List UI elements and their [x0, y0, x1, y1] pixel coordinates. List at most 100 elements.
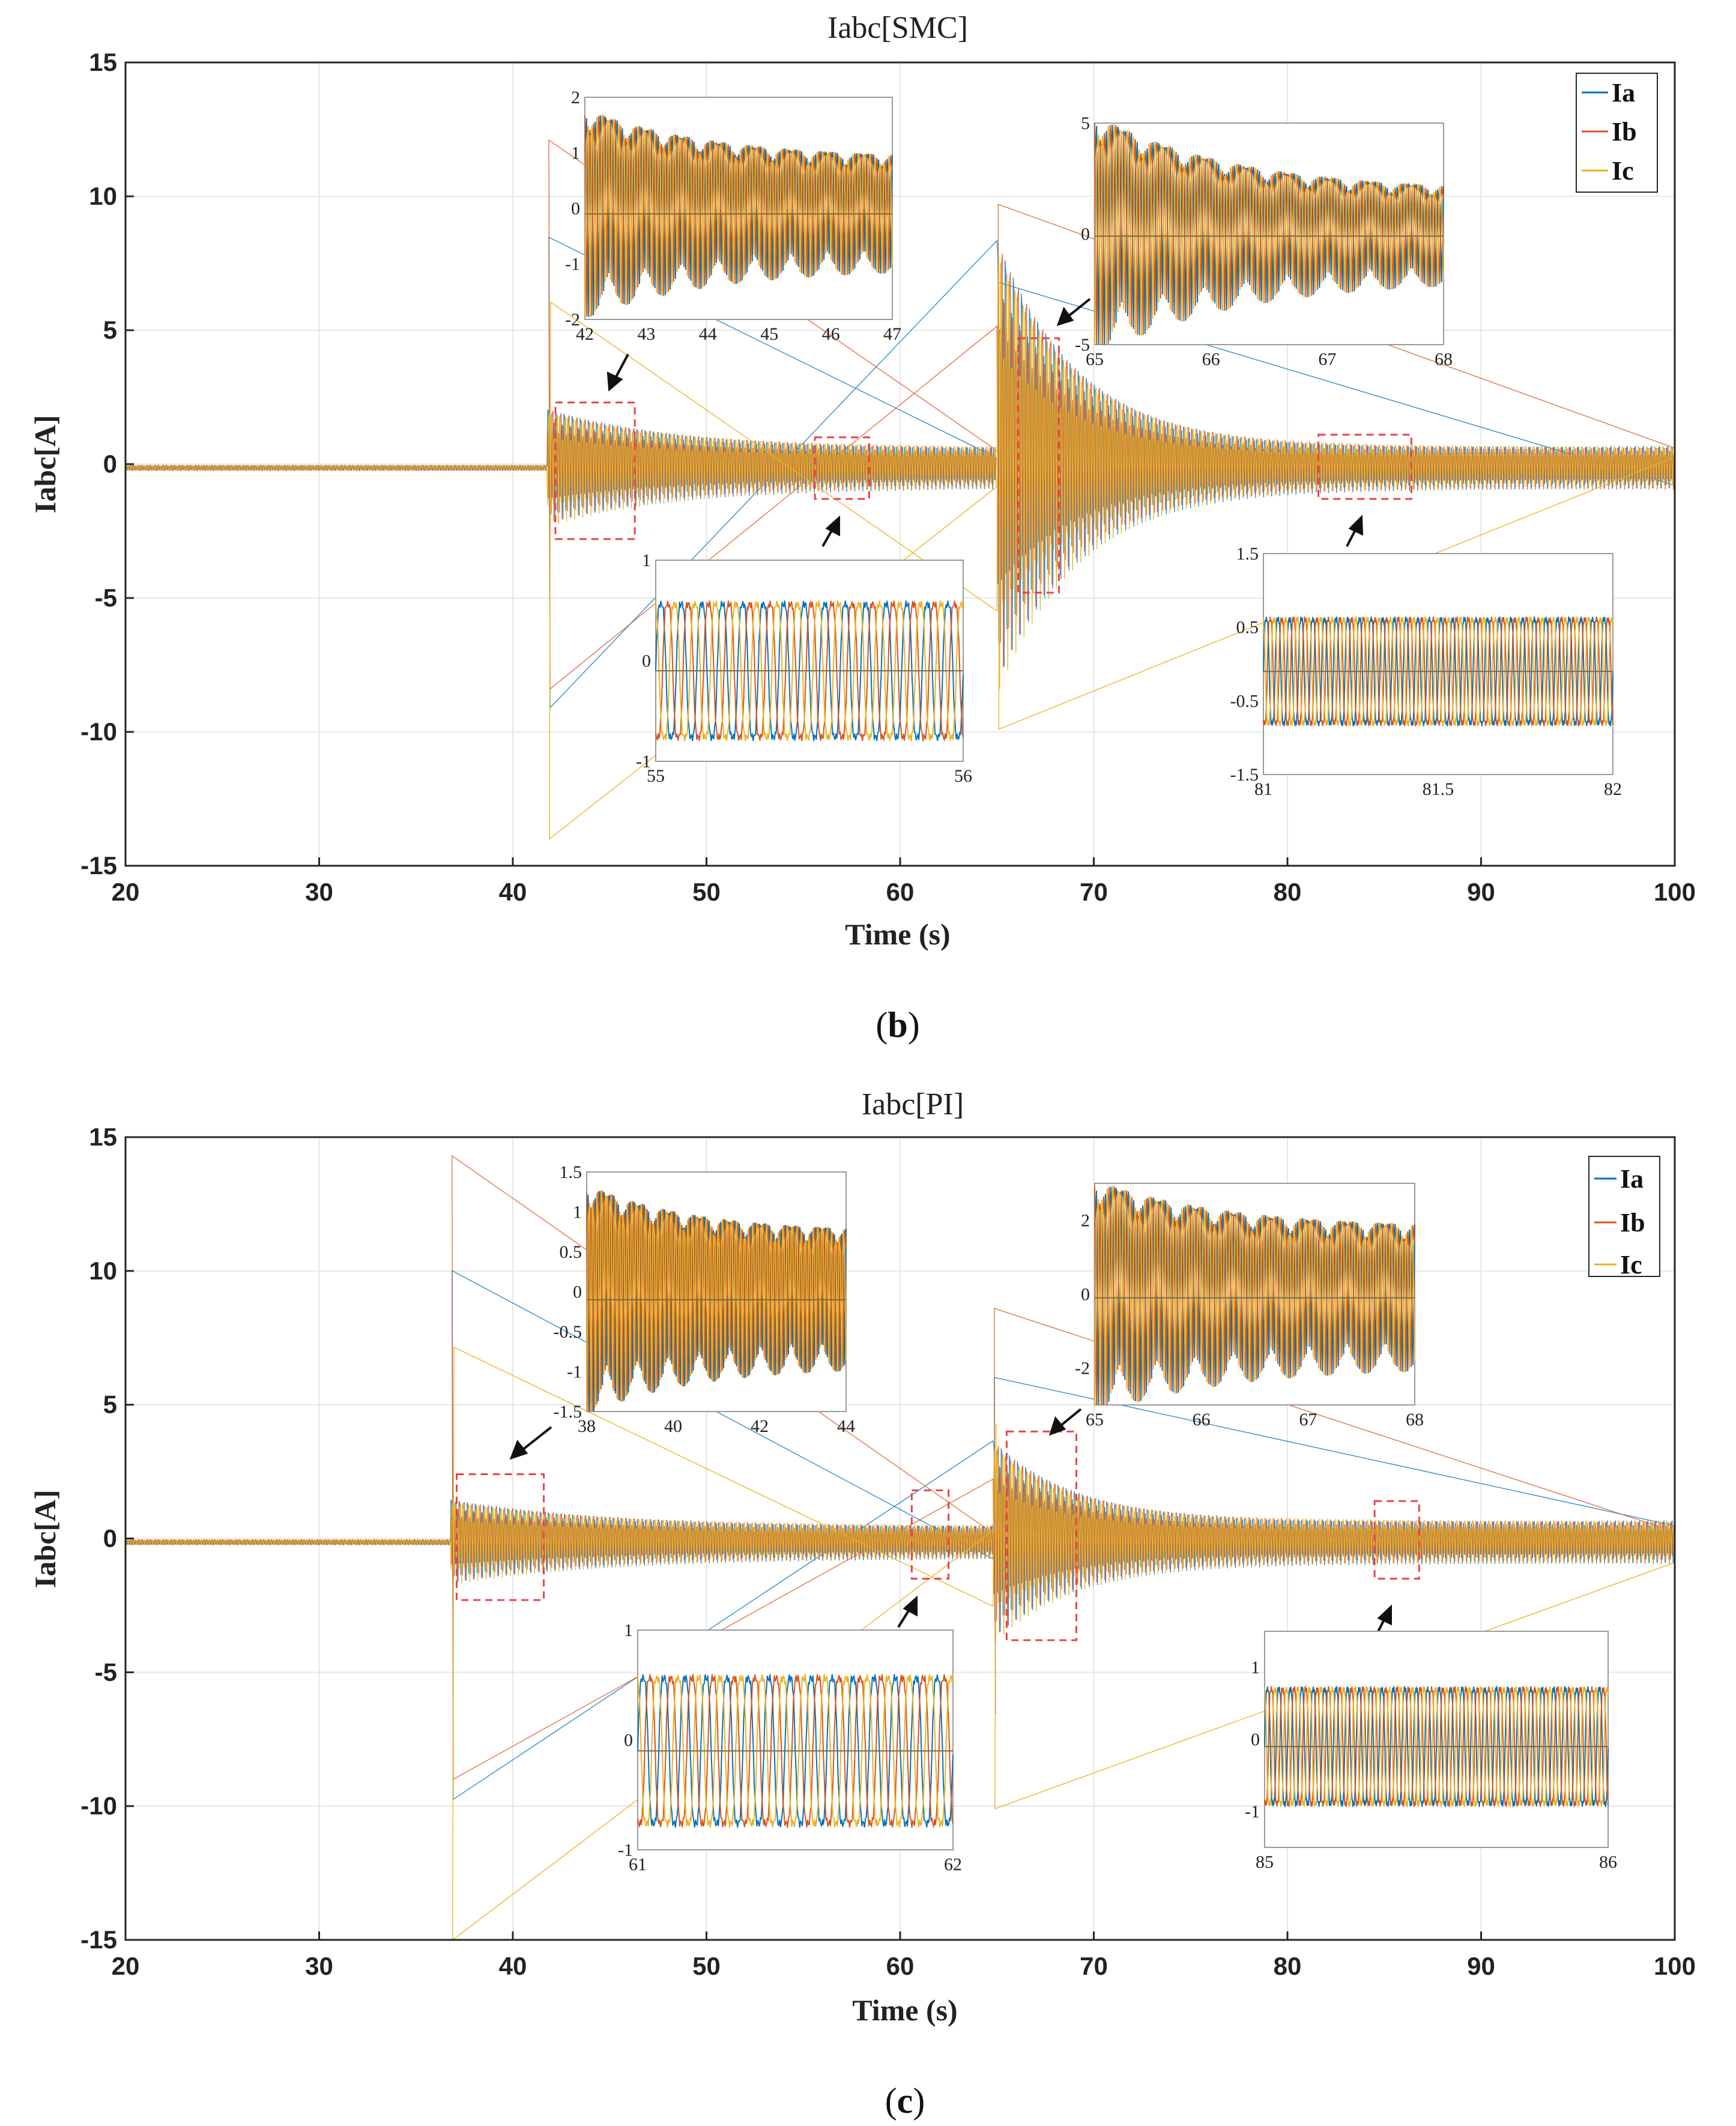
arrowhead	[825, 515, 840, 537]
x-tick-label: 40	[499, 878, 527, 906]
x-tick-label: 30	[305, 878, 333, 906]
legend-label-ic: Ic	[1612, 156, 1634, 186]
inset-y-tick: 1	[1251, 1658, 1260, 1678]
inset-x-tick: 81.5	[1423, 779, 1454, 799]
caption-letter: c	[897, 2081, 913, 2121]
inset-waveforms	[584, 115, 893, 318]
inset-x-tick: 61	[629, 1855, 647, 1874]
inset-series-ic	[1094, 1186, 1415, 1406]
inset-y-tick: 1	[642, 551, 651, 570]
legend-box	[1588, 1156, 1660, 1277]
inset-y-tick: -1	[565, 255, 580, 274]
inset-x-tick: 38	[578, 1416, 596, 1436]
inset-x-tick: 45	[760, 324, 778, 344]
inset-y-tick: -2	[565, 310, 580, 330]
inset-y-tick: -0.5	[1230, 691, 1259, 711]
arrowhead	[903, 1595, 918, 1617]
inset-zoom-85-86: 85 86 1 0 -1	[1245, 1631, 1617, 1872]
inset-x-tick: 68	[1406, 1410, 1424, 1430]
inset-x-tick: 44	[699, 324, 717, 344]
zoom-box	[1373, 1500, 1420, 1580]
inset-y-tick: 0	[573, 1282, 582, 1302]
x-tick-label: 30	[305, 1952, 333, 1980]
inset-y-tick: 1.5	[1236, 544, 1259, 564]
arrow	[1065, 298, 1091, 319]
inset-series-ic	[1264, 1686, 1609, 1808]
inset-y-tick: 2	[1081, 1211, 1090, 1231]
panel-c: Iabc[PI] 20 30 40 50 60 70 80 90 100 15 …	[28, 1087, 1696, 2121]
inset-y-tick: 1	[571, 143, 580, 163]
inset-y-tick: 1	[624, 1620, 633, 1640]
inset-series-ib	[1094, 1186, 1415, 1406]
zoom-box	[1005, 1430, 1077, 1641]
inset-x-tick: 82	[1604, 779, 1622, 799]
caption-open: (	[885, 2081, 897, 2121]
inset-zoom-42-47: 42 43 44 45 46 47 2 1 0 -1 -2	[565, 88, 901, 344]
inset-x-tick: 46	[822, 324, 840, 344]
inset-x-tick: 65	[1086, 1410, 1104, 1430]
inset-y-tick: 0	[571, 199, 580, 219]
inset-waveforms	[655, 600, 964, 742]
zoom-highlight-boxes	[554, 337, 1412, 594]
x-tick-label: 40	[499, 1952, 527, 1980]
inset-x-tick: 66	[1193, 1410, 1211, 1430]
zoom-box	[814, 436, 870, 500]
x-tick-label: 60	[886, 878, 915, 906]
inset-x-tick: 40	[664, 1416, 682, 1436]
inset-y-tick: 0	[1081, 1285, 1090, 1305]
inset-series-ic	[586, 1190, 847, 1412]
y-tick-label: -15	[80, 851, 117, 880]
inset-y-tick: 0	[1251, 1730, 1260, 1750]
arrowhead	[606, 371, 623, 392]
inset-y-tick: 5	[1081, 113, 1090, 133]
y-tick-label: -5	[95, 584, 117, 612]
y-tick-label: 5	[103, 1391, 117, 1419]
series-line-ic	[125, 257, 1675, 840]
inset-x-tick: 55	[647, 766, 665, 786]
inset-series-ib	[1264, 1686, 1609, 1808]
x-tick-label: 50	[692, 878, 721, 906]
inset-series-ib	[637, 1674, 954, 1829]
zoom-box	[554, 401, 636, 540]
inset-series-ic	[1094, 124, 1444, 345]
inset-zoom-65-68: 65 66 67 68 2 0 -2	[1075, 1183, 1424, 1430]
inset-x-tick: 65	[1086, 349, 1104, 369]
x-axis-label: Time (s)	[852, 1993, 957, 2027]
x-tick-label: 80	[1274, 878, 1302, 906]
inset-y-tick: 1	[573, 1203, 582, 1222]
inset-series-ia	[1263, 615, 1614, 727]
inset-zoom-81-82: 81 81.5 82 1.5 0.5 -0.5 -1.5	[1230, 544, 1623, 799]
inset-y-tick: -5	[1075, 335, 1090, 355]
inset-x-tick: 81	[1254, 779, 1272, 799]
panel-caption: (b)	[876, 1005, 919, 1045]
inset-series-ia	[655, 600, 964, 741]
x-tick-label: 20	[112, 878, 140, 906]
inset-series-ib	[655, 600, 964, 742]
inset-x-tick: 43	[637, 324, 655, 344]
inset-y-tick: 0	[1081, 225, 1090, 244]
inset-series-ib	[1094, 122, 1444, 345]
legend-label-ia: Ia	[1612, 78, 1635, 107]
inset-x-tick: 42	[751, 1416, 769, 1436]
inset-series-ib	[584, 115, 893, 317]
zoom-box	[910, 1489, 950, 1580]
inset-series-ic	[637, 1674, 954, 1829]
y-tick-label: 0	[103, 450, 117, 478]
legend-label-ib: Ib	[1612, 117, 1637, 146]
inset-y-tick: 0.5	[560, 1242, 582, 1262]
inset-y-tick: -1	[567, 1362, 582, 1382]
legend: Ia Ib Ic	[1588, 1156, 1660, 1279]
arrowhead	[1048, 1416, 1066, 1436]
inset-waveforms	[586, 1190, 847, 1412]
inset-y-tick: 0	[642, 651, 651, 671]
inset-x-tick: 68	[1435, 349, 1453, 369]
y-tick-label: 15	[89, 1123, 117, 1151]
inset-x-tick: 85	[1256, 1852, 1274, 1872]
inset-x-tick: 47	[883, 324, 901, 344]
axis-ticks	[124, 61, 1676, 867]
inset-waveforms	[1264, 1685, 1609, 1808]
inset-waveforms	[1094, 122, 1444, 345]
y-tick-label: 15	[89, 48, 117, 76]
inset-zoom-65-68: 65 66 67 68 5 0 -5	[1075, 113, 1453, 369]
y-tick-label: 0	[103, 1524, 117, 1553]
